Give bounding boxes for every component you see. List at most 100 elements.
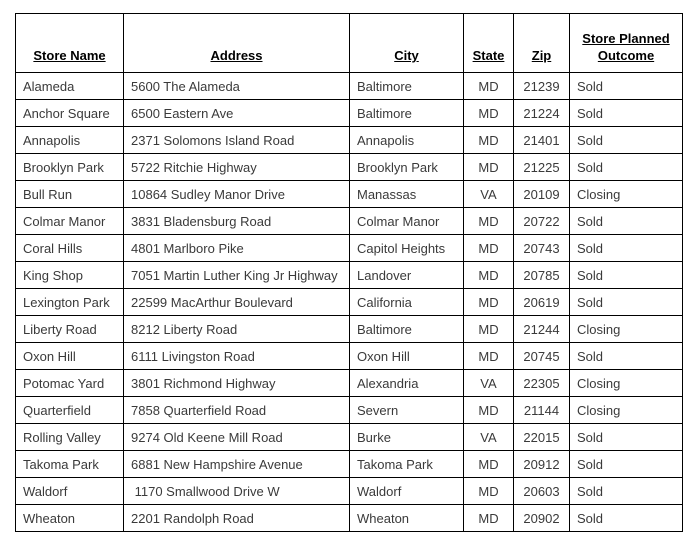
cell-state: MD xyxy=(463,396,514,424)
cell-address: 6500 Eastern Ave xyxy=(123,99,350,127)
cell-outcome: Sold xyxy=(569,261,683,289)
cell-city: Baltimore xyxy=(349,99,464,127)
table-row: Rolling Valley 9274 Old Keene Mill Road Bu… xyxy=(15,423,683,451)
table-row: Oxon Hill 6111 Livingston Road Oxon Hill MD… xyxy=(15,342,683,370)
cell-state: VA xyxy=(463,369,514,397)
cell-store-name: Annapolis xyxy=(15,126,124,154)
cell-address: 22599 MacArthur Boulevard xyxy=(123,288,350,316)
table-row: Colmar Manor 3831 Bladensburg Road Colmar … xyxy=(15,207,683,235)
cell-state: MD xyxy=(463,450,514,478)
cell-outcome: Sold xyxy=(569,504,683,532)
cell-state: MD xyxy=(463,477,514,505)
cell-address: 2371 Solomons Island Road xyxy=(123,126,350,154)
cell-store-name: Brooklyn Park xyxy=(15,153,124,181)
cell-store-name: Coral Hills xyxy=(15,234,124,262)
cell-store-name: Colmar Manor xyxy=(15,207,124,235)
cell-store-name: King Shop xyxy=(15,261,124,289)
table-row: Quarterfield 7858 Quarterfield Road Severn… xyxy=(15,396,683,424)
cell-zip: 21224 xyxy=(513,99,570,127)
cell-address: 10864 Sudley Manor Drive xyxy=(123,180,350,208)
cell-store-name: Bull Run xyxy=(15,180,124,208)
table-row: King Shop 7051 Martin Luther King Jr High… xyxy=(15,261,683,289)
cell-city: Oxon Hill xyxy=(349,342,464,370)
cell-zip: 20902 xyxy=(513,504,570,532)
column-header-state: State xyxy=(463,13,514,73)
cell-store-name: Alameda xyxy=(15,72,124,100)
cell-city: Annapolis xyxy=(349,126,464,154)
table-row: Wheaton 2201 Randolph Road Wheaton MD 20902 S… xyxy=(15,504,683,532)
cell-zip: 22015 xyxy=(513,423,570,451)
cell-zip: 20722 xyxy=(513,207,570,235)
cell-zip: 21144 xyxy=(513,396,570,424)
cell-zip: 20912 xyxy=(513,450,570,478)
cell-city: Takoma Park xyxy=(349,450,464,478)
column-header-address: Address xyxy=(123,13,350,73)
cell-city: Alexandria xyxy=(349,369,464,397)
cell-zip: 21244 xyxy=(513,315,570,343)
table-row: Brooklyn Park 5722 Ritchie Highway Brookly… xyxy=(15,153,683,181)
cell-outcome: Closing xyxy=(569,396,683,424)
cell-city: Capitol Heights xyxy=(349,234,464,262)
cell-state: MD xyxy=(463,72,514,100)
cell-city: Burke xyxy=(349,423,464,451)
table-row: Potomac Yard 3801 Richmond Highway Alexand… xyxy=(15,369,683,397)
cell-address: 5600 The Alameda xyxy=(123,72,350,100)
table-row: Takoma Park 6881 New Hampshire Avenue Tako… xyxy=(15,450,683,478)
header-row: Store Name Address City State Zip Store … xyxy=(15,13,683,73)
cell-state: MD xyxy=(463,234,514,262)
cell-address: 6111 Livingston Road xyxy=(123,342,350,370)
cell-city: Colmar Manor xyxy=(349,207,464,235)
cell-state: MD xyxy=(463,342,514,370)
table-row: Alameda 5600 The Alameda Baltimore MD 21239 S… xyxy=(15,72,683,100)
cell-address: 9274 Old Keene Mill Road xyxy=(123,423,350,451)
cell-outcome: Sold xyxy=(569,126,683,154)
table-row: Anchor Square 6500 Eastern Ave Baltimore MD… xyxy=(15,99,683,127)
cell-outcome: Sold xyxy=(569,72,683,100)
cell-address: 6881 New Hampshire Avenue xyxy=(123,450,350,478)
cell-address: 3801 Richmond Highway xyxy=(123,369,350,397)
cell-city: Baltimore xyxy=(349,315,464,343)
cell-address: 8212 Liberty Road xyxy=(123,315,350,343)
column-header-store-name: Store Name xyxy=(15,13,124,73)
cell-store-name: Potomac Yard xyxy=(15,369,124,397)
cell-outcome: Sold xyxy=(569,477,683,505)
cell-store-name: Waldorf xyxy=(15,477,124,505)
table-row: Waldorf 1170 Smallwood Drive W Waldorf MD 2… xyxy=(15,477,683,505)
table-row: Annapolis 2371 Solomons Island Road Annapo… xyxy=(15,126,683,154)
cell-city: Landover xyxy=(349,261,464,289)
cell-outcome: Sold xyxy=(569,342,683,370)
cell-state: VA xyxy=(463,180,514,208)
column-header-city: City xyxy=(349,13,464,73)
cell-store-name: Oxon Hill xyxy=(15,342,124,370)
cell-city: Brooklyn Park xyxy=(349,153,464,181)
cell-outcome: Sold xyxy=(569,450,683,478)
cell-address: 2201 Randolph Road xyxy=(123,504,350,532)
cell-outcome: Sold xyxy=(569,99,683,127)
cell-state: MD xyxy=(463,288,514,316)
cell-city: Severn xyxy=(349,396,464,424)
cell-state: MD xyxy=(463,99,514,127)
cell-zip: 21401 xyxy=(513,126,570,154)
table-row: Lexington Park 22599 MacArthur Boulevard C… xyxy=(15,288,683,316)
store-table: Store Name Address City State Zip Store … xyxy=(15,13,683,532)
cell-state: MD xyxy=(463,315,514,343)
cell-state: MD xyxy=(463,504,514,532)
cell-store-name: Lexington Park xyxy=(15,288,124,316)
cell-state: MD xyxy=(463,207,514,235)
cell-zip: 20619 xyxy=(513,288,570,316)
cell-outcome: Sold xyxy=(569,234,683,262)
cell-zip: 20785 xyxy=(513,261,570,289)
table-row: Coral Hills 4801 Marlboro Pike Capitol Hei… xyxy=(15,234,683,262)
cell-zip: 21239 xyxy=(513,72,570,100)
cell-city: Manassas xyxy=(349,180,464,208)
column-header-zip: Zip xyxy=(513,13,570,73)
column-header-outcome: Store Planned Outcome xyxy=(569,13,683,73)
cell-store-name: Anchor Square xyxy=(15,99,124,127)
cell-city: California xyxy=(349,288,464,316)
cell-outcome: Sold xyxy=(569,153,683,181)
cell-state: MD xyxy=(463,261,514,289)
table-body: Alameda 5600 The Alameda Baltimore MD 21239 S… xyxy=(15,72,683,532)
cell-store-name: Rolling Valley xyxy=(15,423,124,451)
cell-address: 4801 Marlboro Pike xyxy=(123,234,350,262)
cell-zip: 20743 xyxy=(513,234,570,262)
